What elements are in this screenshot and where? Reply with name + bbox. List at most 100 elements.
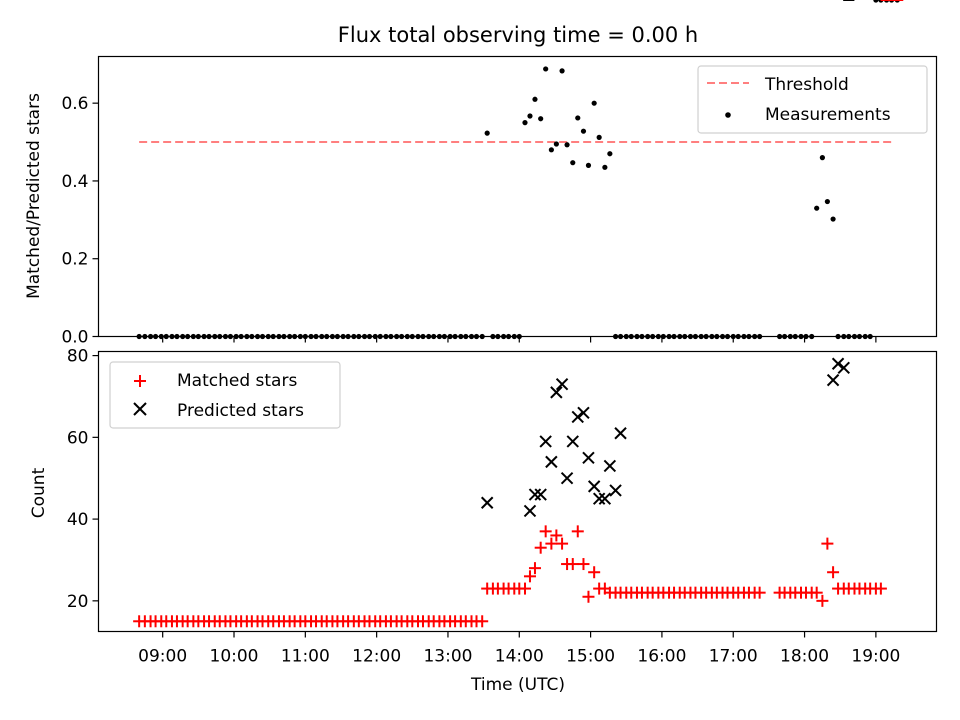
measurement-point — [538, 116, 544, 122]
bottom-y-tick-label: 80 — [67, 347, 89, 367]
measurement-point — [484, 130, 490, 136]
measurement-point — [819, 155, 825, 161]
top-y-tick-label: 0.6 — [61, 94, 88, 114]
measurement-point — [580, 128, 587, 134]
measurement-point — [543, 66, 549, 72]
measurement-point — [830, 216, 836, 222]
matched-stars-points — [133, 0, 904, 628]
predicted-star-marker — [539, 435, 552, 448]
measurement-point — [553, 141, 559, 147]
top-y-ticks: 0.0 0.2 0.4 0.6 — [61, 94, 99, 348]
bottom-y-tick-label: 20 — [67, 592, 89, 612]
predicted-star-marker — [528, 488, 542, 501]
predicted-star-marker — [582, 451, 595, 464]
panel-top-matched-predicted-ratio: Matched/Predicted stars 0.0 0.2 0.4 0.6 Thr… — [24, 0, 938, 348]
predicted-star-marker — [480, 496, 494, 509]
measurement-point — [873, 0, 879, 3]
measurement-points — [136, 0, 900, 340]
predicted-star-marker — [523, 504, 537, 518]
matched-star-marker — [556, 537, 569, 550]
matched-star-marker — [588, 566, 601, 579]
predicted-star-marker — [560, 472, 574, 485]
measurement-point — [522, 120, 528, 126]
measurement-point — [559, 68, 565, 74]
matched-star-marker — [582, 590, 595, 603]
matched-star-marker — [534, 541, 547, 554]
legend-threshold-label: Threshold — [764, 75, 849, 95]
predicted-star-marker — [609, 484, 622, 497]
matched-star-marker — [539, 525, 552, 538]
legend-measurements-swatch — [725, 112, 731, 118]
top-y-axis-label: Matched/Predicted stars — [24, 93, 44, 299]
predicted-star-marker — [598, 492, 612, 505]
measurement-point — [575, 115, 581, 121]
predicted-star-marker — [603, 459, 617, 473]
bottom-y-tick-label: 40 — [67, 510, 89, 530]
predicted-star-marker — [831, 357, 845, 370]
x-tick-label: 15:00 — [566, 647, 615, 667]
top-legend-box — [697, 65, 928, 134]
measurement-point — [596, 134, 602, 140]
matched-star-marker — [821, 537, 834, 550]
matched-star-marker — [528, 562, 541, 575]
matched-star-marker — [566, 558, 579, 571]
top-y-tick-label: 0.0 — [61, 328, 88, 348]
x-tick-label: 11:00 — [281, 647, 330, 667]
x-tick-label: 09:00 — [138, 647, 187, 667]
legend-predicted-swatch — [133, 402, 147, 416]
matched-star-marker — [545, 537, 558, 550]
x-tick-label: 14:00 — [495, 647, 544, 667]
measurement-point — [814, 205, 820, 211]
measurement-point — [591, 100, 597, 106]
panel-bottom-star-counts: Count 20 40 60 80 09:00 10:00 11:00 12:00 13:00… — [29, 0, 938, 667]
legend-measurements-label: Measurements — [765, 105, 891, 125]
top-x-ticks — [162, 336, 877, 343]
predicted-star-marker — [566, 435, 579, 448]
bottom-x-ticks: 09:00 10:00 11:00 12:00 13:00 14:00 15:00 16:00… — [138, 631, 900, 667]
top-legend: Threshold Measurements — [697, 65, 928, 134]
matched-star-marker — [827, 566, 840, 579]
x-tick-label: 17:00 — [709, 647, 758, 667]
matched-star-marker — [571, 525, 584, 538]
predicted-star-marker — [614, 427, 627, 440]
legend-predicted-label: Predicted stars — [177, 401, 304, 421]
legend-matched-label: Matched stars — [177, 371, 297, 391]
measurement-point — [570, 160, 576, 166]
measurement-point — [602, 164, 608, 170]
matched-star-marker — [753, 586, 766, 599]
bottom-y-tick-label: 60 — [67, 428, 89, 448]
bottom-y-ticks: 20 40 60 80 — [67, 347, 99, 612]
matched-star-marker — [518, 582, 531, 595]
bottom-legend: Matched stars Predicted stars — [109, 361, 341, 429]
predicted-star-marker — [592, 492, 606, 505]
matched-star-marker — [816, 594, 829, 607]
matched-star-marker — [577, 558, 590, 571]
bottom-y-axis-label: Count — [29, 467, 49, 518]
matched-star-marker — [476, 615, 489, 628]
predicted-star-marker — [545, 455, 558, 469]
x-tick-label: 13:00 — [423, 647, 472, 667]
top-y-tick-label: 0.4 — [61, 172, 88, 192]
matched-star-marker — [810, 586, 823, 599]
measurement-point — [532, 96, 538, 102]
predicted-star-marker — [550, 386, 563, 399]
top-plot-area — [97, 55, 938, 338]
predicted-star-marker — [555, 377, 569, 391]
bottom-plot-area — [97, 350, 938, 633]
measurement-point — [527, 113, 533, 119]
x-tick-label: 12:00 — [352, 647, 401, 667]
predicted-star-marker — [577, 406, 590, 420]
x-tick-label: 16:00 — [637, 647, 686, 667]
matched-star-marker — [523, 570, 536, 583]
matched-star-marker — [550, 529, 563, 542]
predicted-star-marker — [587, 480, 601, 493]
predicted-stars-points — [480, 0, 855, 518]
x-tick-label: 18:00 — [780, 647, 829, 667]
measurement-point — [607, 151, 613, 157]
top-y-tick-label: 0.2 — [61, 250, 88, 270]
predicted-star-marker — [826, 373, 840, 387]
x-axis-label: Time (UTC) — [470, 675, 565, 695]
predicted-star-marker — [571, 410, 584, 424]
matched-star-marker — [874, 582, 887, 595]
